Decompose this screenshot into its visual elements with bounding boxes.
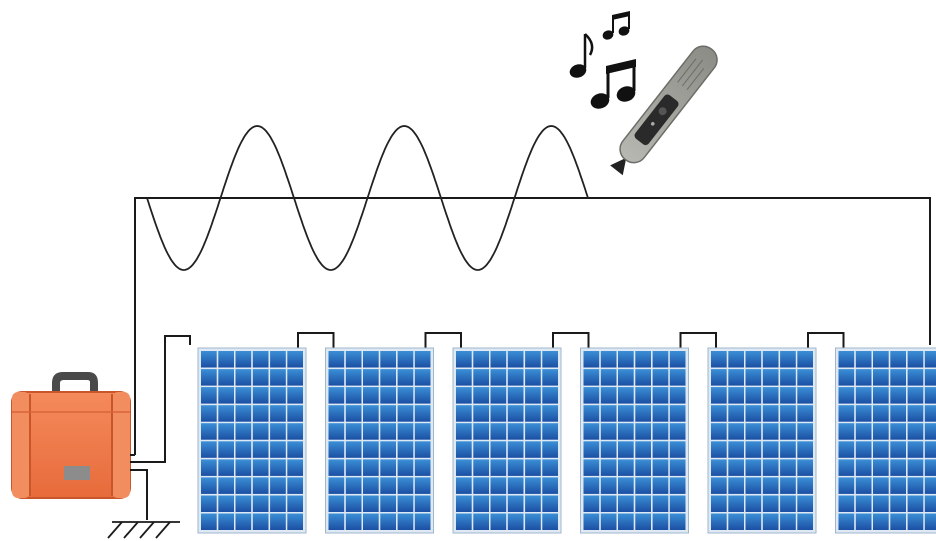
panel-connector bbox=[807, 332, 845, 348]
panel-connector bbox=[552, 332, 590, 348]
test-loop-wire bbox=[134, 197, 931, 455]
music-notes-icon bbox=[569, 11, 636, 109]
signal-wave bbox=[146, 125, 589, 271]
solar-panel bbox=[580, 347, 689, 534]
panel-string-wiring bbox=[297, 332, 845, 348]
solar-panel bbox=[197, 347, 307, 534]
solar-panel bbox=[707, 347, 817, 534]
solar-panel-array bbox=[197, 347, 936, 534]
transmitter-case-icon bbox=[11, 372, 131, 499]
panel-connector bbox=[297, 332, 335, 348]
solar-panel bbox=[835, 347, 936, 534]
panel-connector bbox=[424, 332, 462, 348]
case-output-leads bbox=[130, 335, 191, 520]
panel-connector bbox=[679, 332, 717, 348]
ground-icon bbox=[107, 521, 180, 539]
tracer-probe-icon bbox=[610, 45, 718, 176]
solar-panel bbox=[452, 347, 562, 534]
solar-panel bbox=[325, 347, 434, 534]
